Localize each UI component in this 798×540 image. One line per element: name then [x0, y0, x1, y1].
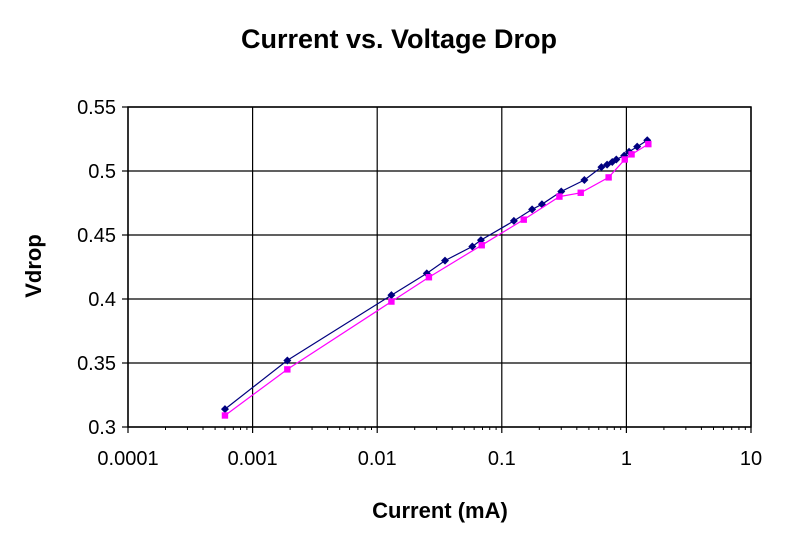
series-1-point: [597, 163, 606, 172]
series-1-point: [283, 356, 292, 365]
x-tick-label: 1: [621, 448, 632, 470]
x-tick-label: 0.01: [358, 448, 397, 470]
series-2-point: [577, 189, 584, 196]
y-tick-label: 0.55: [77, 97, 116, 119]
series-2-line: [224, 143, 649, 416]
y-tick-label: 0.45: [77, 225, 116, 247]
plot-frame: [127, 106, 752, 428]
chart-title: Current vs. Voltage Drop: [241, 24, 557, 54]
series-2-point: [645, 140, 652, 148]
x-tick-label: 0.0001: [97, 448, 158, 470]
series-2-point: [621, 156, 628, 163]
series-2-point: [556, 193, 563, 200]
series-2-point: [221, 412, 229, 419]
series-2-point: [520, 216, 527, 223]
series-1-point: [387, 291, 396, 300]
series-1-point: [220, 405, 229, 414]
series-1-point: [440, 256, 449, 265]
series-1-point: [528, 205, 537, 214]
y-axis-title: Vdrop: [21, 234, 46, 298]
y-tick-label: 0.5: [88, 161, 116, 183]
series-2-point: [628, 151, 635, 158]
y-tick-label: 0.3: [88, 417, 116, 439]
x-tick-label: 0.001: [228, 448, 278, 470]
y-tick-label: 0.35: [77, 353, 116, 375]
series-1-point: [537, 200, 546, 209]
series-2-point: [284, 366, 291, 373]
x-tick-label: 0.1: [488, 448, 516, 470]
series-2-point: [425, 274, 433, 281]
series-1-point: [580, 175, 589, 184]
series-1-point: [468, 242, 477, 251]
series-1-point: [612, 155, 621, 164]
x-tick-label: 10: [740, 448, 762, 470]
series-1-point: [509, 216, 518, 225]
series-2-point: [605, 174, 612, 181]
plot-area: 0.3 0.35 0.4 0.45 0.5 0.55 0.0001 0.001 0.01 0.1 1…: [77, 97, 762, 470]
series-2-point: [478, 242, 485, 249]
x-axis-title: Current (mA): [372, 498, 508, 523]
series-1-point: [633, 142, 642, 151]
series-2-point: [388, 298, 395, 305]
y-tick-label: 0.4: [88, 289, 116, 311]
